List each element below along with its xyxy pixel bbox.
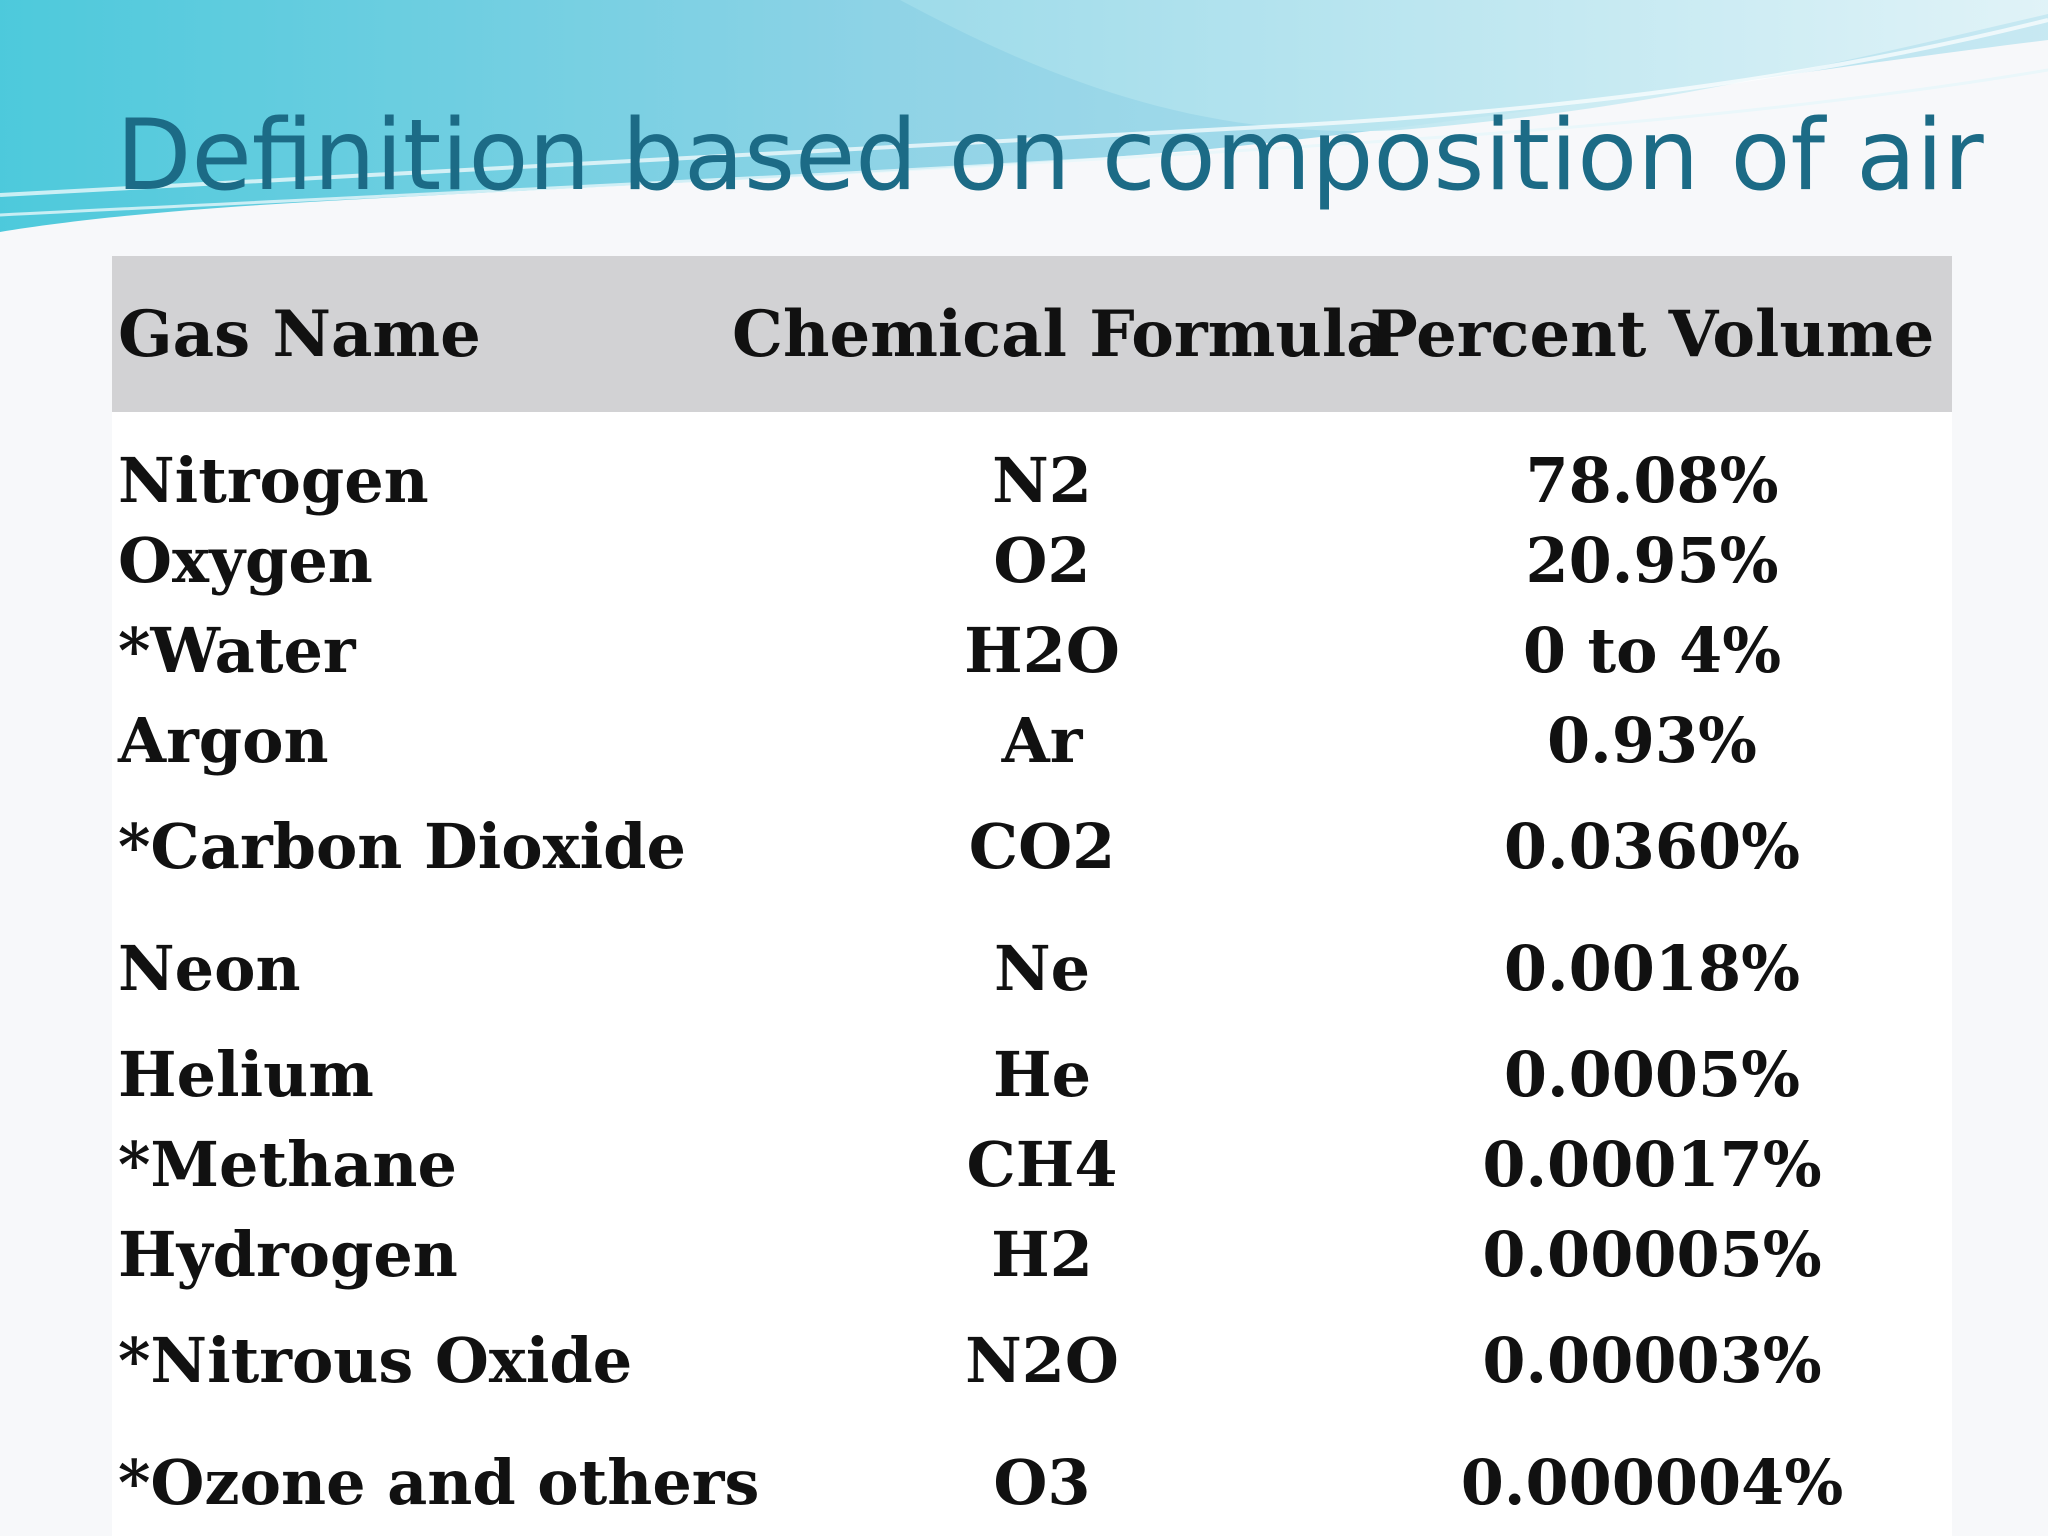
- percent-cell: 0 to 4%: [1522, 614, 1782, 687]
- gas-name-cell: Neon: [118, 932, 301, 1005]
- header-chemical-formula: Chemical Formula: [732, 256, 1388, 412]
- table-header-row: Gas Name Chemical Formula Percent Volume: [112, 256, 1952, 412]
- formula-cell: CH4: [966, 1128, 1118, 1201]
- table-row: Hydrogen H2 0.00005%: [112, 1210, 1952, 1300]
- formula-cell: Ar: [1001, 704, 1083, 777]
- gas-name-cell: Argon: [118, 704, 329, 777]
- percent-cell: 20.95%: [1525, 524, 1779, 597]
- percent-cell: 0.00005%: [1482, 1218, 1822, 1291]
- table-row: *Water H2O 0 to 4%: [112, 606, 1952, 696]
- table-row: Oxygen O2 20.95%: [112, 516, 1952, 606]
- formula-cell: O2: [993, 524, 1091, 597]
- formula-cell: N2O: [965, 1324, 1119, 1397]
- table-row: Neon Ne 0.0018%: [112, 908, 1952, 1030]
- table-row: Helium He 0.0005%: [112, 1030, 1952, 1120]
- percent-cell: 0.00003%: [1482, 1324, 1822, 1397]
- gas-name-cell: *Water: [118, 614, 356, 687]
- percent-cell: 0.00017%: [1482, 1128, 1822, 1201]
- formula-cell: He: [992, 1038, 1092, 1111]
- gas-name-cell: *Nitrous Oxide: [118, 1324, 633, 1397]
- formula-cell: Ne: [993, 932, 1091, 1005]
- formula-cell: CO2: [968, 810, 1116, 883]
- table-row: *Ozone and others O3 0.000004%: [112, 1422, 1952, 1536]
- table-row: Nitrogen N2 78.08%: [112, 412, 1952, 516]
- formula-cell: H2O: [964, 614, 1120, 687]
- gas-name-cell: Helium: [118, 1038, 374, 1111]
- percent-cell: 0.93%: [1547, 704, 1757, 777]
- percent-cell: 78.08%: [1525, 444, 1779, 517]
- header-gas-name: Gas Name: [112, 256, 732, 412]
- formula-cell: H2: [991, 1218, 1093, 1291]
- percent-cell: 0.0005%: [1503, 1038, 1801, 1111]
- header-percent-volume: Percent Volume: [1352, 256, 1952, 412]
- percent-cell: 0.000004%: [1460, 1446, 1844, 1519]
- percent-cell: 0.0360%: [1503, 810, 1801, 883]
- gas-name-cell: *Carbon Dioxide: [118, 810, 686, 883]
- slide-title: Definition based on composition of air: [116, 99, 1984, 213]
- gas-name-cell: Oxygen: [118, 524, 373, 597]
- air-composition-table: Gas Name Chemical Formula Percent Volume…: [112, 256, 1952, 1536]
- gas-name-cell: Nitrogen: [118, 444, 429, 517]
- formula-cell: O3: [993, 1446, 1091, 1519]
- header-wave-decoration: [0, 0, 2048, 260]
- gas-name-cell: Hydrogen: [118, 1218, 458, 1291]
- gas-name-cell: *Ozone and others: [118, 1446, 760, 1519]
- table-row: *Nitrous Oxide N2O 0.00003%: [112, 1300, 1952, 1422]
- percent-cell: 0.0018%: [1503, 932, 1801, 1005]
- gas-name-cell: *Methane: [118, 1128, 457, 1201]
- table-row: *Methane CH4 0.00017%: [112, 1120, 1952, 1210]
- formula-cell: N2: [992, 444, 1092, 517]
- table-row: Argon Ar 0.93%: [112, 696, 1952, 786]
- table-row: *Carbon Dioxide CO2 0.0360%: [112, 786, 1952, 908]
